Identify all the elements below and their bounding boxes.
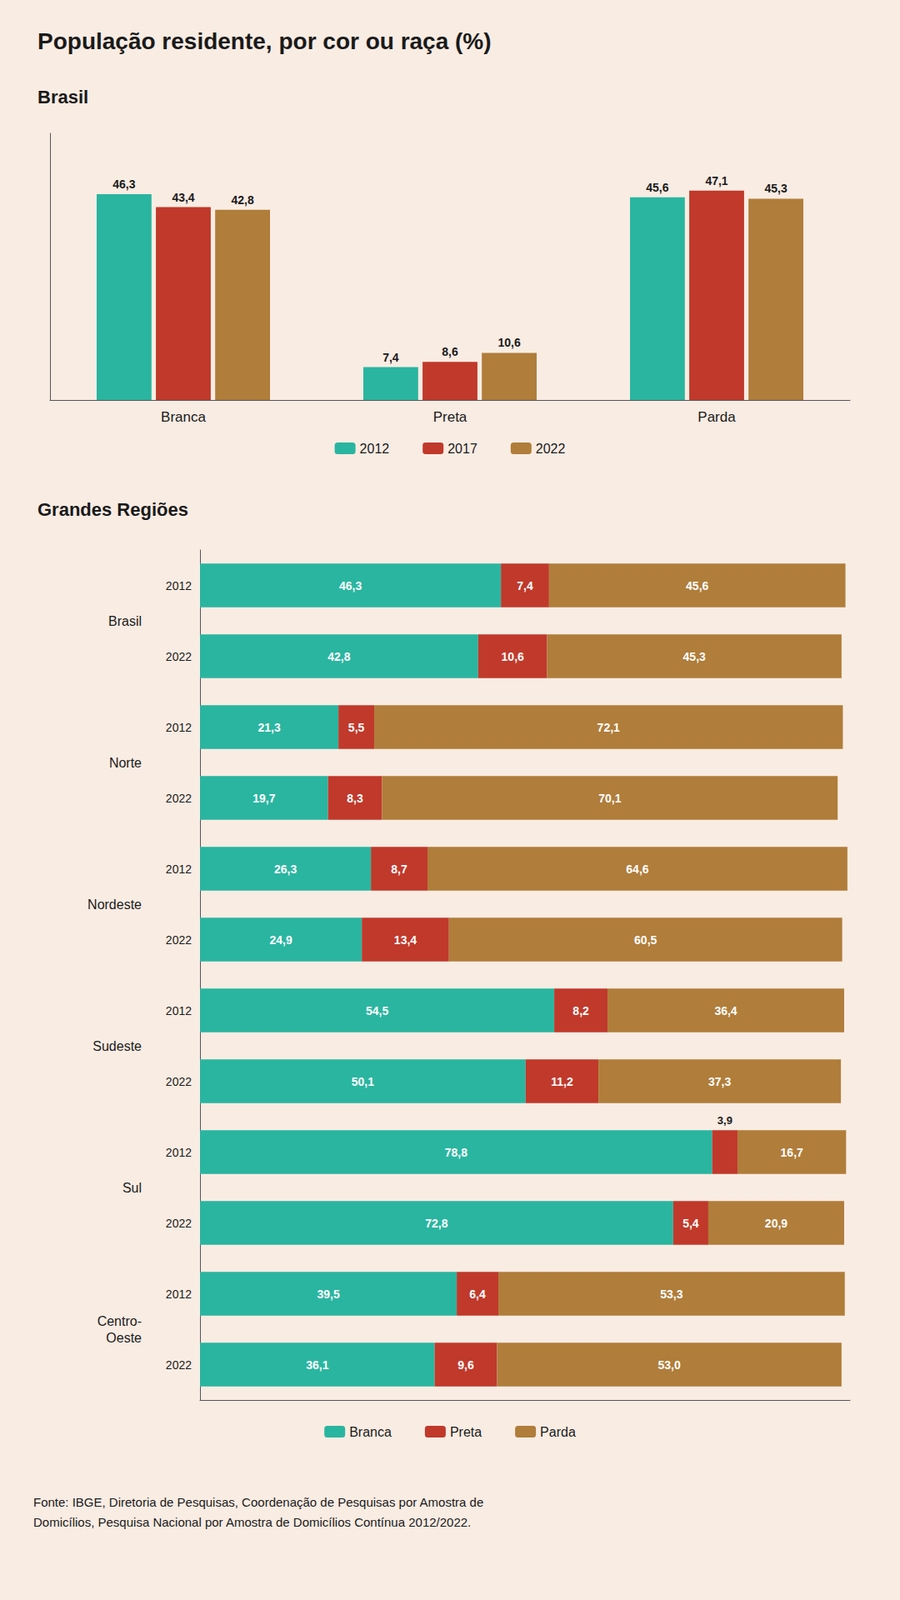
svg-text:Sudeste: Sudeste	[92, 1039, 142, 1054]
svg-text:Branca: Branca	[160, 409, 206, 425]
svg-text:70,1: 70,1	[598, 791, 621, 805]
svg-text:78,8: 78,8	[445, 1145, 468, 1160]
svg-text:2022: 2022	[165, 1358, 192, 1372]
svg-text:3,9: 3,9	[717, 1114, 733, 1127]
svg-text:Parda: Parda	[697, 409, 736, 425]
svg-text:43,4: 43,4	[171, 190, 195, 205]
svg-text:42,8: 42,8	[230, 193, 254, 207]
svg-text:46,3: 46,3	[112, 177, 135, 191]
svg-text:Preta: Preta	[433, 409, 468, 425]
svg-text:Branca: Branca	[349, 1425, 392, 1440]
svg-text:21,3: 21,3	[257, 720, 280, 735]
svg-text:2022: 2022	[165, 1216, 192, 1230]
svg-text:19,7: 19,7	[252, 791, 275, 805]
svg-text:Parda: Parda	[540, 1425, 576, 1440]
svg-text:5,4: 5,4	[682, 1216, 700, 1230]
svg-text:Preta: Preta	[450, 1425, 482, 1440]
svg-text:Sul: Sul	[122, 1180, 142, 1195]
svg-text:2012: 2012	[165, 579, 192, 593]
svg-text:2012: 2012	[165, 1145, 192, 1160]
svg-text:6,4: 6,4	[469, 1287, 486, 1301]
svg-text:36,4: 36,4	[714, 1004, 737, 1018]
svg-text:Brasil: Brasil	[108, 614, 142, 629]
svg-text:2012: 2012	[165, 862, 192, 876]
svg-text:60,5: 60,5	[634, 933, 657, 947]
svg-text:2012: 2012	[165, 1287, 192, 1301]
svg-text:Brasil: Brasil	[37, 86, 89, 108]
svg-text:2012: 2012	[360, 441, 390, 456]
svg-text:47,1: 47,1	[705, 174, 728, 188]
svg-text:2022: 2022	[165, 933, 192, 947]
svg-text:53,0: 53,0	[658, 1358, 681, 1372]
svg-text:54,5: 54,5	[365, 1004, 389, 1018]
svg-text:16,7: 16,7	[780, 1145, 804, 1160]
svg-text:45,6: 45,6	[645, 180, 669, 195]
svg-text:46,3: 46,3	[339, 579, 362, 593]
svg-text:11,2: 11,2	[550, 1075, 574, 1089]
svg-text:8,2: 8,2	[572, 1004, 590, 1018]
svg-text:8,3: 8,3	[346, 791, 364, 805]
svg-text:População residente, por cor o: População residente, por cor ou raça (%)	[37, 28, 492, 55]
svg-text:7,4: 7,4	[382, 350, 400, 365]
svg-text:42,8: 42,8	[327, 650, 350, 664]
svg-text:53,3: 53,3	[660, 1287, 683, 1301]
svg-text:2022: 2022	[165, 1075, 192, 1089]
svg-text:45,3: 45,3	[683, 650, 706, 664]
svg-text:13,4: 13,4	[394, 933, 417, 947]
svg-text:Centro-: Centro-	[97, 1314, 142, 1329]
svg-text:45,3: 45,3	[764, 181, 787, 195]
svg-text:72,1: 72,1	[597, 720, 620, 735]
svg-text:5,5: 5,5	[348, 720, 365, 735]
svg-text:2022: 2022	[165, 791, 192, 805]
svg-text:20,9: 20,9	[765, 1216, 788, 1230]
svg-text:Domicílios, Pesquisa Nacional: Domicílios, Pesquisa Nacional por Amostr…	[33, 1515, 471, 1530]
svg-text:Oeste: Oeste	[105, 1330, 142, 1345]
svg-text:9,6: 9,6	[457, 1358, 475, 1372]
svg-text:72,8: 72,8	[425, 1216, 448, 1230]
svg-text:2022: 2022	[165, 650, 192, 664]
svg-text:2012: 2012	[165, 1004, 192, 1018]
svg-text:2012: 2012	[165, 720, 192, 735]
svg-text:7,4: 7,4	[516, 579, 534, 593]
svg-text:64,6: 64,6	[625, 862, 649, 876]
svg-text:Norte: Norte	[109, 755, 142, 770]
svg-text:24,9: 24,9	[269, 933, 292, 947]
svg-text:50,1: 50,1	[351, 1075, 375, 1089]
svg-text:10,6: 10,6	[497, 335, 520, 350]
svg-text:37,3: 37,3	[708, 1075, 731, 1089]
svg-text:26,3: 26,3	[274, 862, 297, 876]
svg-text:Nordeste: Nordeste	[87, 897, 142, 912]
svg-text:8,6: 8,6	[441, 345, 459, 359]
svg-text:39,5: 39,5	[316, 1287, 340, 1301]
svg-text:Fonte: IBGE, Diretoria de Pesq: Fonte: IBGE, Diretoria de Pesquisas, Coo…	[33, 1495, 484, 1510]
svg-text:36,1: 36,1	[305, 1358, 329, 1372]
svg-text:Grandes Regiões: Grandes Regiões	[37, 499, 189, 520]
svg-text:2017: 2017	[447, 441, 478, 456]
svg-text:45,6: 45,6	[685, 579, 709, 593]
svg-text:8,7: 8,7	[390, 862, 408, 876]
svg-text:10,6: 10,6	[501, 650, 525, 664]
svg-text:2022: 2022	[535, 441, 566, 456]
